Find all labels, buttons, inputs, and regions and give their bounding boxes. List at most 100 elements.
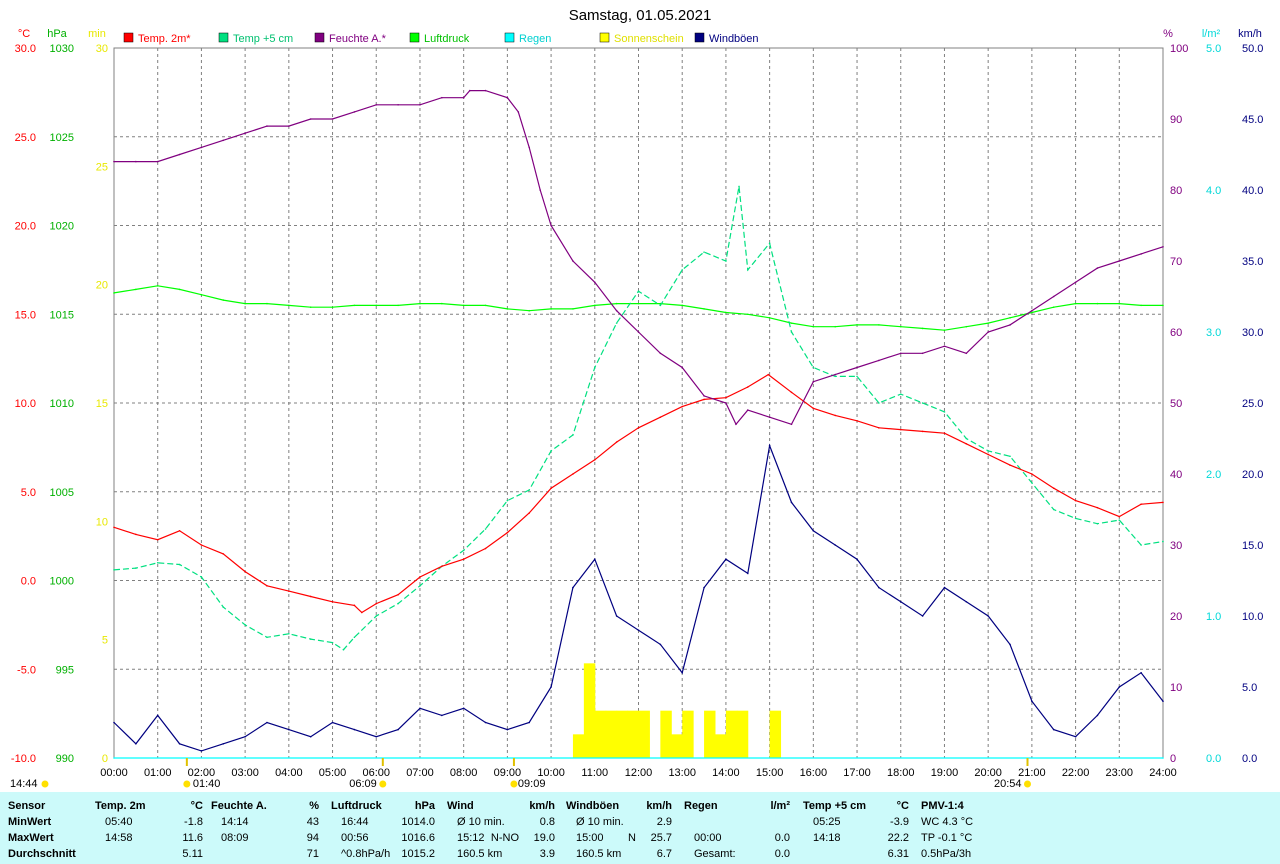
- pressure-tick-label: 1010: [50, 398, 74, 410]
- stats-cell-label: 14:58: [105, 832, 133, 844]
- data-point: [593, 281, 596, 284]
- pressure-tick-label: 1000: [50, 576, 74, 588]
- legend-label: Windböen: [709, 33, 759, 45]
- data-point: [899, 428, 902, 431]
- x-tick-label: 23:00: [1106, 767, 1134, 779]
- humidity-tick-label: 0: [1170, 753, 1176, 765]
- data-point: [375, 615, 378, 617]
- wind-tick-label: 15.0: [1242, 540, 1263, 552]
- data-point: [1162, 501, 1164, 504]
- data-point: [331, 721, 334, 724]
- stats-cell-value: 25.7: [650, 832, 672, 844]
- data-point: [572, 473, 574, 475]
- sunshine-bar: [594, 710, 607, 758]
- data-point: [1052, 508, 1055, 511]
- data-point: [244, 570, 246, 573]
- temp-tick-label: 20.0: [15, 221, 36, 233]
- data-point: [768, 242, 771, 245]
- data-point: [288, 590, 290, 592]
- data-point: [506, 531, 509, 534]
- axes: 00:00 01:00 02:00 03:00 04:00 05:00 06:00 07:00…: [11, 43, 1264, 779]
- data-point: [361, 611, 363, 614]
- stats-column-title: Temp. 2m: [95, 800, 146, 812]
- axis-unit-labels: °C hPa min% l/m² km/h: [18, 28, 1262, 40]
- data-point: [397, 104, 399, 106]
- data-point: [921, 615, 924, 617]
- data-point: [1140, 544, 1142, 546]
- data-point: [746, 386, 749, 388]
- pressure-tick-label: 1005: [50, 487, 74, 499]
- x-tick-label: 01:00: [144, 767, 172, 779]
- data-point: [1118, 302, 1121, 305]
- data-point: [1096, 302, 1099, 305]
- data-point: [703, 251, 705, 253]
- x-tick-label: 11:00: [581, 767, 608, 779]
- data-point: [288, 304, 290, 307]
- stats-column: Luftdruck hPa 16:44 1014.0 00:56 1016.6 ^0.8hP…: [331, 792, 435, 864]
- data-point: [965, 352, 968, 355]
- sunshine-bar: [572, 734, 585, 758]
- stats-cell-label: Ø 10 min.: [576, 816, 624, 828]
- chart-title: Samstag, 01.05.2021: [569, 7, 712, 24]
- moonrise-marker-label: 01:40: [193, 778, 221, 790]
- data-point: [441, 302, 443, 305]
- data-point: [943, 586, 946, 589]
- data-point: [856, 558, 858, 560]
- stats-column: Windböen km/h Ø 10 min. 2.9 15:00 N 25.7 160.5 …: [566, 792, 672, 864]
- stats-column: Temp. 2m °C 05:40 -1.8 14:58 11.6 5.11: [95, 792, 203, 864]
- data-point: [288, 125, 290, 127]
- sunshine-bar: [682, 710, 694, 758]
- sunshine-bar: [605, 710, 618, 758]
- data-point: [528, 721, 531, 724]
- stats-cell-label: 16:44: [341, 816, 369, 828]
- data-point: [288, 632, 290, 635]
- data-point: [1140, 253, 1142, 255]
- x-tick-label: 20:00: [974, 767, 1002, 779]
- data-point: [1009, 455, 1011, 458]
- data-point: [725, 558, 727, 560]
- data-point: [878, 427, 880, 429]
- data-point: [921, 430, 924, 433]
- stats-cell-value: 3.9: [539, 848, 555, 860]
- wind-tick-label: 10.0: [1242, 611, 1263, 623]
- stats-cell-label: 160.5 km: [576, 848, 622, 860]
- data-point: [156, 160, 159, 163]
- data-point: [462, 549, 465, 552]
- stats-cell-value: 11.6: [182, 832, 203, 844]
- legend-swatch: [314, 32, 325, 43]
- data-point: [200, 146, 203, 149]
- stats-cell-label: Ø 10 min.: [457, 816, 505, 828]
- stats-column-title: Sensor: [8, 800, 46, 812]
- stats-column: Wind km/h Ø 10 min. 0.8 15:12 N-NO 19.0 160.5 k…: [447, 792, 555, 864]
- x-tick-label: 14:00: [712, 767, 740, 779]
- moonrise-marker-icon: [183, 780, 191, 788]
- data-point: [1118, 519, 1121, 521]
- data-point: [135, 288, 137, 291]
- data-point: [266, 125, 268, 127]
- stats-cell-label: 08:09: [221, 832, 249, 844]
- data-point: [812, 380, 815, 383]
- data-point: [703, 395, 705, 397]
- data-point: [528, 146, 531, 149]
- data-point: [419, 576, 421, 578]
- stats-cell-label: Gesamt:: [694, 848, 736, 860]
- data-point: [222, 743, 225, 745]
- data-point: [200, 544, 203, 546]
- stats-cell-label: 05:40: [105, 816, 133, 828]
- data-point: [1009, 317, 1011, 319]
- stats-cell-value: 22.2: [887, 832, 909, 844]
- sun-tick-label: 25: [96, 161, 108, 173]
- data-point: [681, 672, 684, 674]
- legend-label: Regen: [519, 33, 551, 45]
- stats-cell-value: 2.9: [656, 816, 672, 828]
- data-point: [921, 402, 924, 404]
- data-point: [1096, 267, 1099, 269]
- data-point: [1009, 324, 1011, 326]
- humidity-tick-label: 70: [1170, 256, 1182, 268]
- data-point: [681, 269, 684, 271]
- humidity-tick-label: 30: [1170, 540, 1182, 552]
- temp-2m-series-line: [113, 373, 1164, 614]
- x-tick-label: 09:00: [494, 767, 522, 779]
- data-point: [517, 111, 520, 113]
- weather-chart: Samstag, 01.05.2021 Temp. 2m* Temp +5 cm F…: [10, 7, 1264, 790]
